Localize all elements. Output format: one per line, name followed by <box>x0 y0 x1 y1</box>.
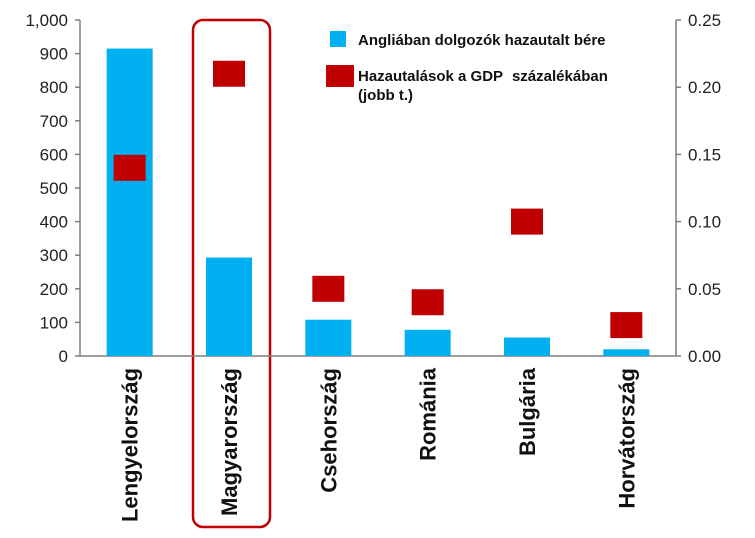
left-tick-label: 400 <box>40 213 68 232</box>
left-axis-ticks: 0 100 200 300 400 500 600 700 800 900 1,000 <box>25 11 80 366</box>
legend: Angliában dolgozók hazautalt bére Hazaut… <box>326 31 612 104</box>
bar-series <box>106 48 650 357</box>
legend-label-marker-line3: (jobb t.) <box>358 87 413 104</box>
legend-label-marker: Hazautalások a GDP százalékában (jobb t.… <box>358 68 612 104</box>
category-label: Horvátország <box>614 368 639 509</box>
category-label: Csehország <box>316 368 341 493</box>
right-tick-label: 0.20 <box>688 78 721 97</box>
category-label: Lengyelország <box>118 368 143 522</box>
right-tick-label: 0.00 <box>688 347 721 366</box>
left-tick-label: 800 <box>40 78 68 97</box>
left-tick-label: 500 <box>40 179 68 198</box>
bar <box>603 349 650 356</box>
left-tick-label: 100 <box>40 313 68 332</box>
bar <box>206 257 252 356</box>
marker-series <box>113 60 643 339</box>
marker-point <box>511 208 543 235</box>
marker-point <box>213 60 245 87</box>
legend-label-marker-line2: százalékában <box>512 68 608 85</box>
right-tick-label: 0.05 <box>688 280 721 299</box>
left-tick-label: 1,000 <box>25 11 68 30</box>
marker-point <box>113 154 146 181</box>
highlight-box-magyarorszag <box>191 18 272 529</box>
category-labels: Lengyelország Magyarország Csehország Román… <box>118 367 640 522</box>
left-tick-label: 0 <box>59 347 68 366</box>
category-label: Bulgária <box>515 367 540 456</box>
bar <box>504 337 550 356</box>
legend-label-marker-line1: Hazautalások a GDP <box>358 68 503 85</box>
bar <box>305 319 352 356</box>
marker-point <box>312 275 345 302</box>
left-tick-label: 900 <box>40 45 68 64</box>
left-tick-label: 700 <box>40 112 68 131</box>
left-tick-label: 600 <box>40 145 68 164</box>
right-axis-ticks: 0.00 0.05 0.10 0.15 0.20 0.25 <box>676 11 721 366</box>
bar <box>106 48 153 357</box>
category-label: Románia <box>416 367 441 461</box>
left-tick-label: 200 <box>40 280 68 299</box>
right-tick-label: 0.25 <box>688 11 721 30</box>
legend-label-bar: Angliában dolgozók hazautalt bére <box>358 32 606 49</box>
legend-swatch-marker <box>326 65 354 87</box>
category-label: Magyarország <box>217 368 242 516</box>
bar <box>404 329 451 356</box>
marker-point <box>610 312 643 339</box>
marker-point <box>411 289 444 316</box>
right-tick-label: 0.15 <box>688 145 721 164</box>
right-tick-label: 0.10 <box>688 213 721 232</box>
legend-swatch-bar <box>330 31 346 47</box>
left-tick-label: 300 <box>40 246 68 265</box>
